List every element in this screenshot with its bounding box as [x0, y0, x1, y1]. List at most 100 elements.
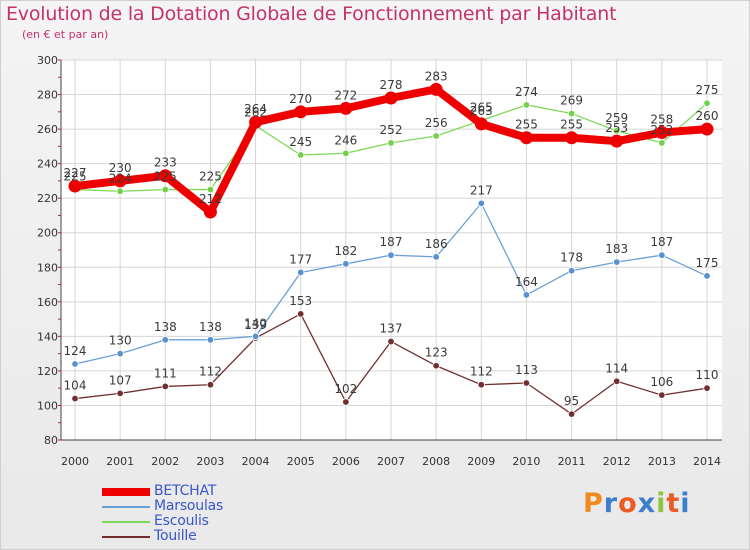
x-tick-label: 2006 — [332, 455, 360, 468]
data-label-touille: 112 — [470, 365, 493, 379]
x-tick-label: 2009 — [467, 455, 495, 468]
data-label-betchat: 272 — [334, 88, 357, 102]
data-label-touille: 111 — [154, 366, 177, 380]
chart-subtitle: (en € et par an) — [22, 28, 109, 41]
data-point-touille — [658, 391, 666, 399]
data-point-betchat — [519, 131, 533, 145]
data-point-marsoulas — [432, 253, 440, 261]
data-point-betchat — [203, 205, 217, 219]
data-point-escoulis — [161, 185, 169, 194]
data-label-touille: 104 — [64, 379, 87, 393]
data-point-betchat — [474, 117, 488, 131]
data-label-escoulis: 225 — [199, 170, 222, 184]
data-label-touille: 153 — [289, 294, 312, 308]
x-tick-label: 2002 — [151, 455, 179, 468]
proxiti-logo: Proxiti — [583, 488, 691, 519]
x-tick-label: 2000 — [61, 455, 89, 468]
data-point-marsoulas — [251, 332, 260, 341]
data-label-touille: 112 — [199, 365, 222, 379]
data-point-touille — [522, 379, 531, 387]
data-label-escoulis: 259 — [605, 111, 628, 125]
data-label-betchat: 270 — [289, 92, 312, 106]
data-point-betchat — [429, 82, 443, 96]
legend-label-escoulis: Escoulis — [154, 513, 209, 529]
data-label-marsoulas: 186 — [425, 237, 448, 251]
data-point-escoulis — [432, 132, 440, 140]
data-label-touille: 137 — [380, 322, 403, 336]
logo-letter: i — [680, 488, 691, 519]
data-label-betchat: 258 — [650, 113, 673, 127]
series-group — [68, 82, 714, 418]
data-label-escoulis: 274 — [515, 85, 538, 99]
data-point-betchat — [384, 91, 398, 105]
data-point-marsoulas — [297, 268, 305, 277]
data-label-marsoulas: 187 — [380, 235, 403, 249]
data-point-touille — [161, 382, 169, 391]
data-point-touille — [567, 410, 576, 418]
data-point-betchat — [294, 105, 308, 119]
x-axis: 2000 2001 2002 2003 2004 2005 2006 2007 2008 2009… — [61, 439, 722, 468]
logo-letter: P — [583, 488, 604, 519]
data-label-marsoulas: 177 — [289, 252, 312, 266]
data-label-escoulis: 245 — [289, 135, 312, 149]
x-tick-label: 2014 — [693, 455, 721, 468]
data-point-betchat — [113, 174, 127, 188]
logo-letter: r — [603, 488, 619, 519]
data-label-touille: 102 — [334, 382, 357, 396]
logo-letter: x — [637, 488, 657, 519]
data-label-betchat: 283 — [425, 69, 448, 83]
data-label-marsoulas: 175 — [696, 256, 719, 270]
data-point-touille — [342, 398, 350, 406]
data-point-betchat — [68, 179, 82, 193]
data-point-marsoulas — [161, 336, 169, 344]
data-label-betchat: 255 — [515, 118, 538, 132]
logo-letter: i — [656, 488, 667, 519]
data-label-betchat: 263 — [470, 104, 493, 118]
y-tick-label: 220 — [37, 192, 58, 205]
data-point-marsoulas — [387, 251, 395, 259]
data-label-escoulis: 269 — [560, 94, 583, 108]
data-label-touille: 113 — [515, 363, 538, 377]
data-point-touille — [206, 381, 215, 389]
data-label-escoulis: 256 — [425, 116, 448, 130]
data-label-betchat: 212 — [199, 192, 222, 206]
data-point-escoulis — [522, 101, 531, 109]
data-point-escoulis — [613, 127, 621, 135]
x-tick-label: 2003 — [196, 455, 224, 468]
x-tick-label: 2004 — [242, 455, 270, 468]
data-label-marsoulas: 182 — [334, 244, 357, 258]
y-tick-label: 160 — [37, 296, 58, 309]
y-tick-label: 200 — [37, 227, 58, 240]
grid-lines — [61, 59, 722, 441]
data-label-marsoulas: 178 — [560, 251, 583, 265]
data-label-touille: 139 — [244, 318, 267, 332]
data-point-touille — [116, 389, 124, 398]
data-point-touille — [297, 310, 305, 318]
data-label-escoulis: 225 — [154, 170, 177, 184]
data-label-marsoulas: 187 — [650, 235, 673, 249]
data-label-betchat: 260 — [696, 109, 719, 123]
data-point-betchat — [565, 131, 579, 145]
data-point-marsoulas — [658, 251, 666, 259]
data-point-betchat — [339, 101, 353, 115]
data-point-betchat — [158, 169, 172, 183]
data-label-escoulis: 224 — [109, 171, 132, 185]
data-point-escoulis — [297, 151, 305, 159]
y-tick-label: 240 — [37, 158, 58, 171]
data-label-escoulis: 265 — [470, 100, 493, 114]
data-label-escoulis: 275 — [696, 83, 719, 97]
data-point-touille — [703, 384, 711, 392]
data-label-betchat: 233 — [154, 156, 177, 170]
data-point-escoulis — [387, 139, 395, 147]
y-tick-label: 260 — [37, 123, 58, 136]
logo-letter: t — [666, 488, 681, 519]
x-tick-label: 2012 — [603, 455, 631, 468]
data-label-escoulis: 246 — [334, 133, 357, 147]
x-tick-label: 2001 — [106, 455, 134, 468]
data-point-escoulis — [703, 99, 711, 107]
data-point-betchat — [249, 115, 263, 129]
data-label-betchat: 264 — [244, 102, 267, 116]
data-label-escoulis: 252 — [650, 123, 673, 137]
